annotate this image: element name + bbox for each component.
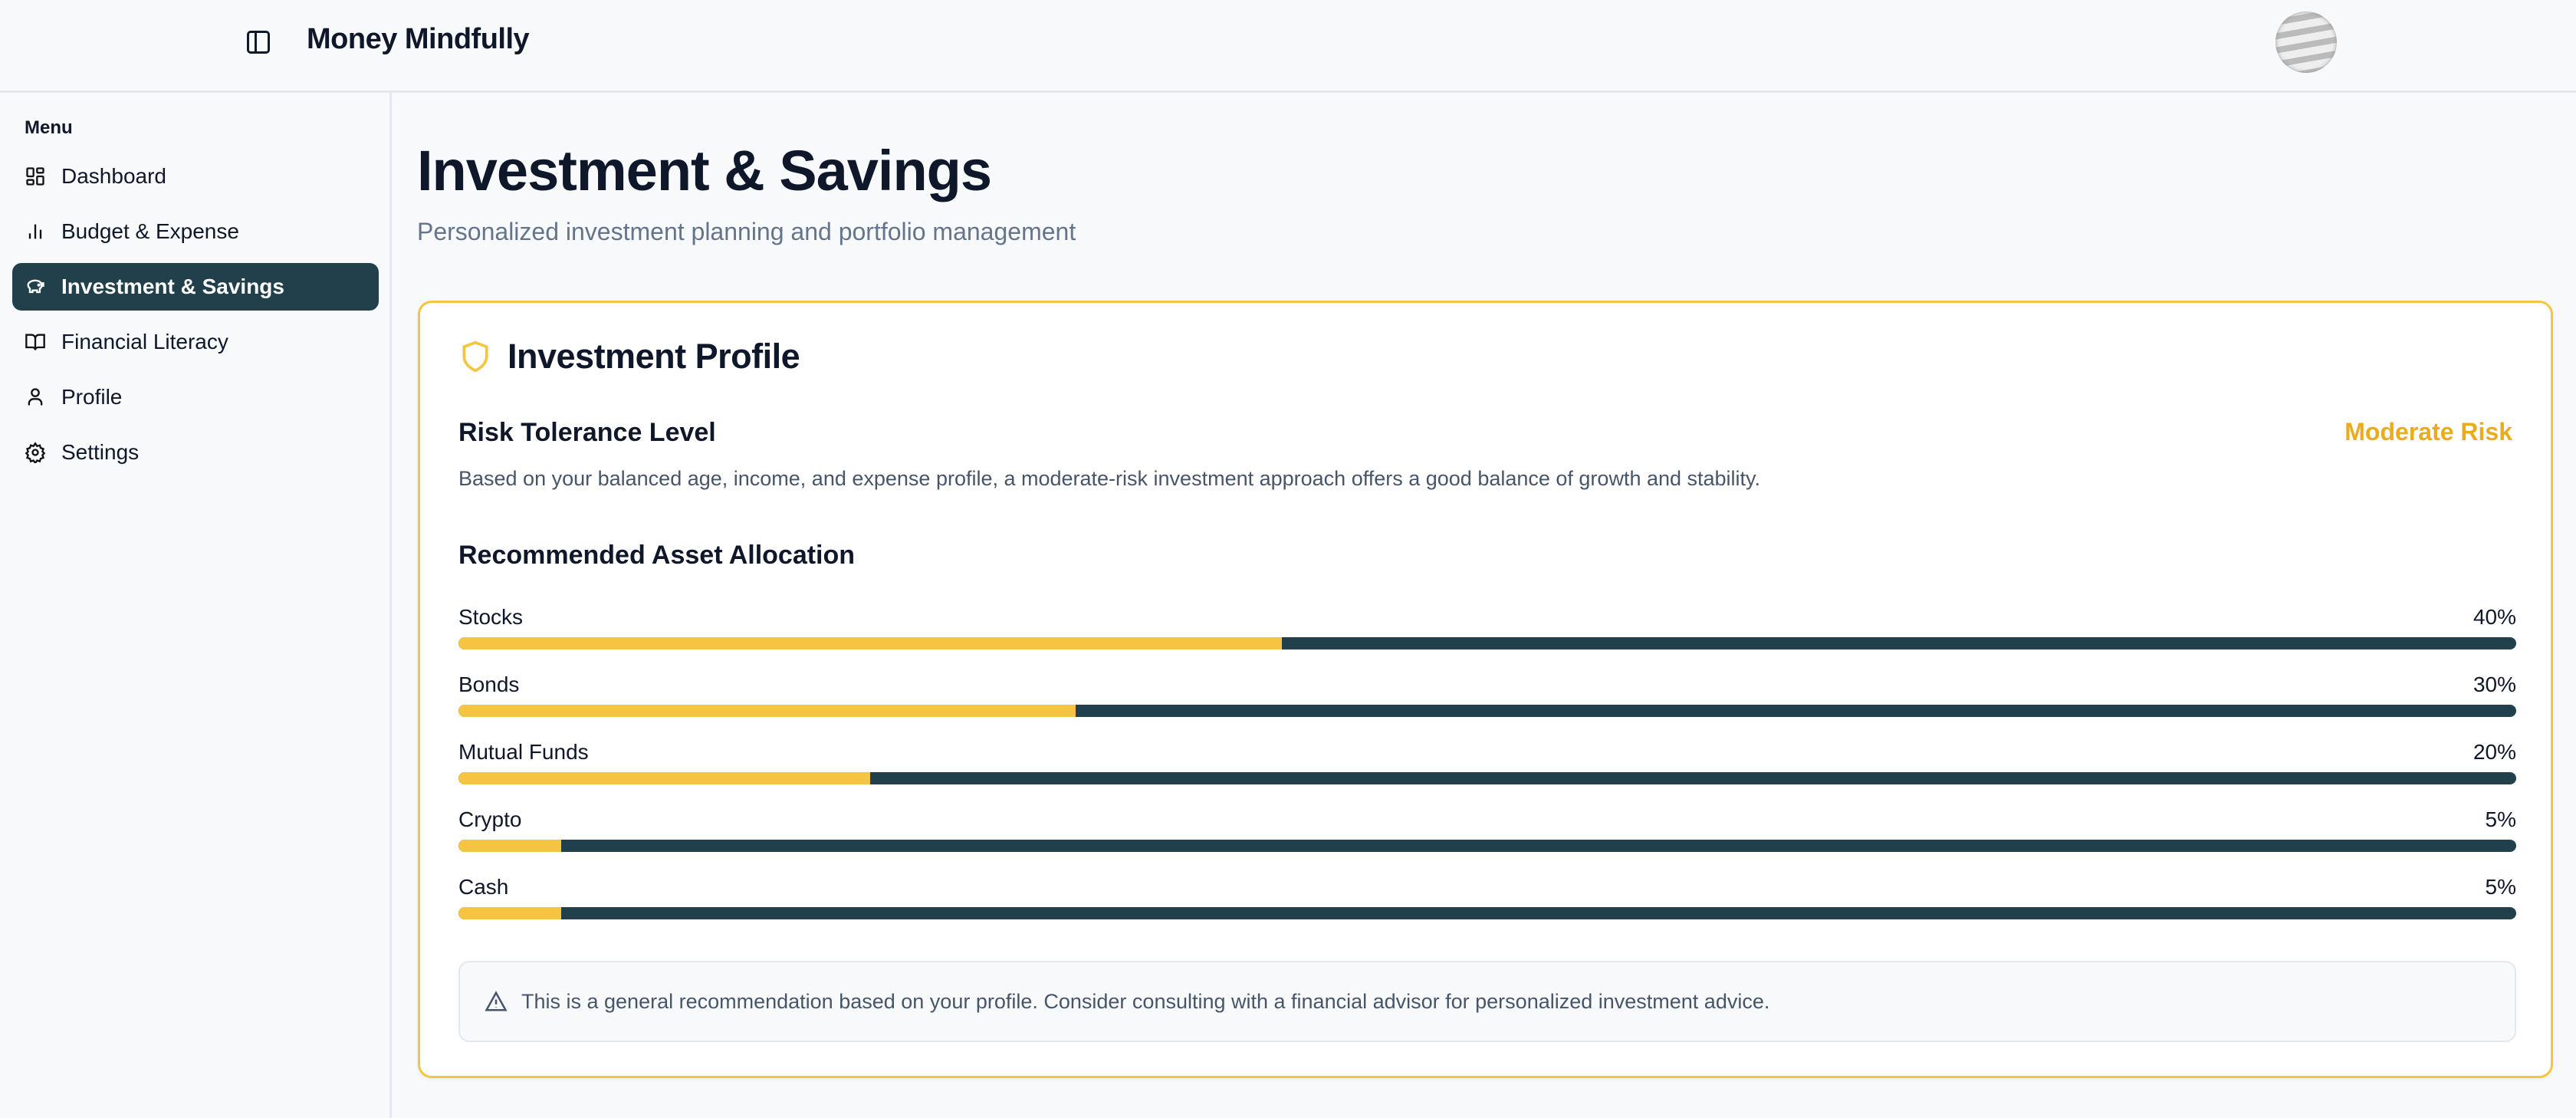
sidebar-item-profile[interactable]: Profile bbox=[12, 373, 379, 421]
risk-level-value: Moderate Risk bbox=[2344, 418, 2512, 446]
menu-label: Menu bbox=[25, 117, 73, 138]
allocation-percent: 5% bbox=[2485, 875, 2516, 899]
sidebar-item-label: Investment & Savings bbox=[61, 275, 284, 298]
bar-chart-icon bbox=[25, 221, 46, 242]
gear-icon bbox=[25, 442, 46, 463]
allocation-percent: 5% bbox=[2485, 807, 2516, 831]
allocation-progress-bar bbox=[458, 772, 2516, 784]
warning-icon bbox=[485, 991, 508, 1011]
allocation-percent: 30% bbox=[2472, 672, 2516, 696]
allocation-percent: 40% bbox=[2472, 605, 2516, 629]
allocation-progress-fill bbox=[458, 705, 1076, 717]
sidebar-toggle-icon[interactable] bbox=[247, 31, 270, 54]
piggy-bank-icon bbox=[25, 276, 46, 298]
sidebar-item-settings[interactable]: Settings bbox=[12, 429, 379, 476]
app-title: Money Mindfully bbox=[307, 23, 530, 55]
sidebar-item-label: Settings bbox=[61, 440, 140, 464]
allocation-heading: Recommended Asset Allocation bbox=[458, 541, 856, 570]
allocation-progress-fill bbox=[458, 772, 870, 784]
disclaimer-note: This is a general recommendation based o… bbox=[458, 961, 2516, 1042]
sidebar-item-financial-literacy[interactable]: Financial Literacy bbox=[12, 318, 379, 366]
book-open-icon bbox=[25, 331, 46, 353]
allocation-label: Mutual Funds bbox=[458, 740, 589, 764]
allocation-label: Crypto bbox=[458, 807, 522, 831]
sidebar-item-label: Budget & Expense bbox=[61, 219, 239, 243]
user-icon bbox=[25, 386, 46, 408]
page-title: Investment & Savings bbox=[417, 139, 992, 202]
layout-dashboard-icon bbox=[25, 166, 46, 187]
allocation-progress-fill bbox=[458, 840, 562, 852]
allocation-label: Bonds bbox=[458, 672, 520, 696]
sidebar-item-label: Dashboard bbox=[61, 164, 166, 188]
shield-icon bbox=[462, 340, 488, 373]
card-title: Investment Profile bbox=[458, 337, 800, 377]
sidebar: Menu Dashboard Budget & Expense Investme… bbox=[0, 93, 392, 1118]
allocation-progress-bar bbox=[458, 705, 2516, 717]
investment-profile-card: Investment Profile Risk Tolerance Level … bbox=[418, 301, 2553, 1078]
sidebar-item-label: Profile bbox=[61, 385, 123, 409]
allocation-progress-bar bbox=[458, 840, 2516, 852]
allocation-label: Stocks bbox=[458, 605, 524, 629]
allocation-percent: 20% bbox=[2472, 740, 2516, 764]
top-header: Money Mindfully bbox=[0, 0, 2576, 93]
disclaimer-text: This is a general recommendation based o… bbox=[521, 989, 1770, 1013]
allocation-progress-fill bbox=[458, 907, 562, 919]
allocation-progress-fill bbox=[458, 637, 1282, 649]
sidebar-item-label: Financial Literacy bbox=[61, 330, 228, 353]
risk-description: Based on your balanced age, income, and … bbox=[458, 467, 1761, 490]
page-subtitle: Personalized investment planning and por… bbox=[417, 218, 1076, 245]
sidebar-item-investment-savings[interactable]: Investment & Savings bbox=[12, 263, 379, 311]
card-title-text: Investment Profile bbox=[508, 337, 800, 376]
sidebar-item-dashboard[interactable]: Dashboard bbox=[12, 153, 379, 200]
allocation-progress-bar bbox=[458, 907, 2516, 919]
sidebar-item-budget-expense[interactable]: Budget & Expense bbox=[12, 208, 379, 255]
risk-tolerance-heading: Risk Tolerance Level bbox=[458, 418, 716, 447]
allocation-progress-bar bbox=[458, 637, 2516, 649]
avatar[interactable] bbox=[2275, 12, 2337, 73]
allocation-label: Cash bbox=[458, 875, 509, 899]
